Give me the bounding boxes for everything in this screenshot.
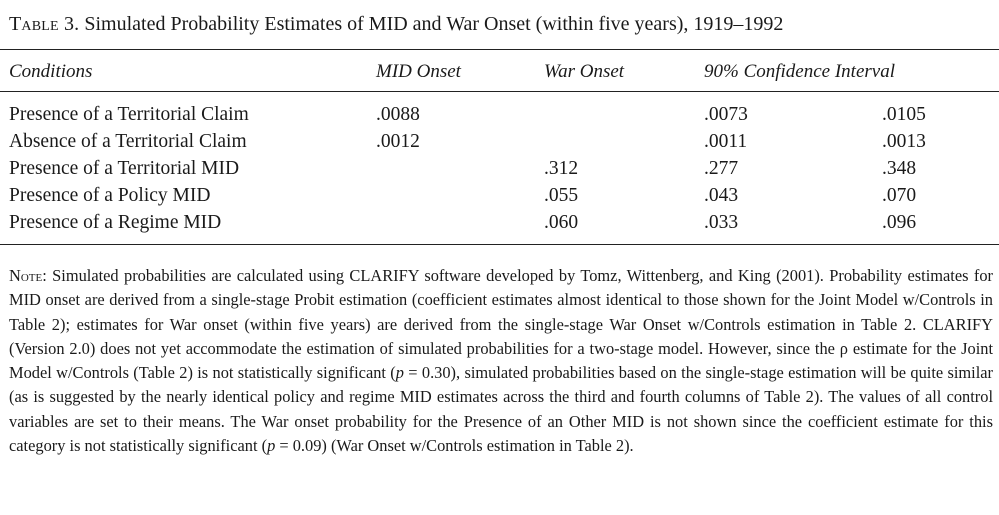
row-condition: Presence of a Policy MID (9, 185, 211, 206)
table-caption: Table 3. Simulated Probability Estimates… (9, 11, 994, 37)
row-ci-low: .043 (704, 185, 739, 206)
row-condition: Presence of a Territorial Claim (9, 104, 249, 125)
row-condition: Presence of a Territorial MID (9, 158, 240, 179)
bottom-rule (0, 244, 999, 245)
row-ci-high: .096 (882, 212, 917, 233)
row-condition: Absence of a Territorial Claim (9, 131, 247, 152)
row-mid-onset: .0012 (376, 131, 420, 152)
row-ci-high: .070 (882, 185, 917, 206)
header-war-onset: War Onset (544, 61, 625, 82)
row-ci-low: .0011 (704, 131, 748, 152)
p-value-symbol: p (395, 363, 404, 383)
note-text: Simulated probabilities are calculated u… (9, 266, 993, 383)
row-ci-low: .277 (704, 158, 739, 179)
table-note: Note: Simulated probabilities are calcul… (9, 264, 993, 458)
row-condition: Presence of a Regime MID (9, 212, 222, 233)
row-mid-onset: .0088 (376, 104, 420, 125)
row-war-onset: .055 (544, 185, 579, 206)
p-value-symbol: p (267, 436, 276, 456)
header-conditions: Conditions (9, 61, 93, 82)
row-war-onset: .060 (544, 212, 579, 233)
row-war-onset: .312 (544, 158, 579, 179)
header-confidence-interval: 90% Confidence Interval (704, 61, 896, 82)
note-text: = 0.09) (War Onset w/Controls estimation… (275, 436, 634, 456)
row-ci-high: .0105 (882, 104, 926, 125)
header-mid-onset: MID Onset (376, 61, 461, 82)
table-label: Table 3. (9, 13, 80, 35)
note-text: = 0.30), simulated probabilities based o… (9, 363, 993, 456)
row-ci-low: .0073 (704, 104, 748, 125)
row-ci-high: .0013 (882, 131, 926, 152)
header-rule (0, 91, 999, 92)
row-ci-high: .348 (882, 158, 917, 179)
table-title: Simulated Probability Estimates of MID a… (84, 13, 784, 35)
row-ci-low: .033 (704, 212, 739, 233)
top-rule (0, 49, 999, 50)
note-label: Note: (9, 266, 47, 285)
